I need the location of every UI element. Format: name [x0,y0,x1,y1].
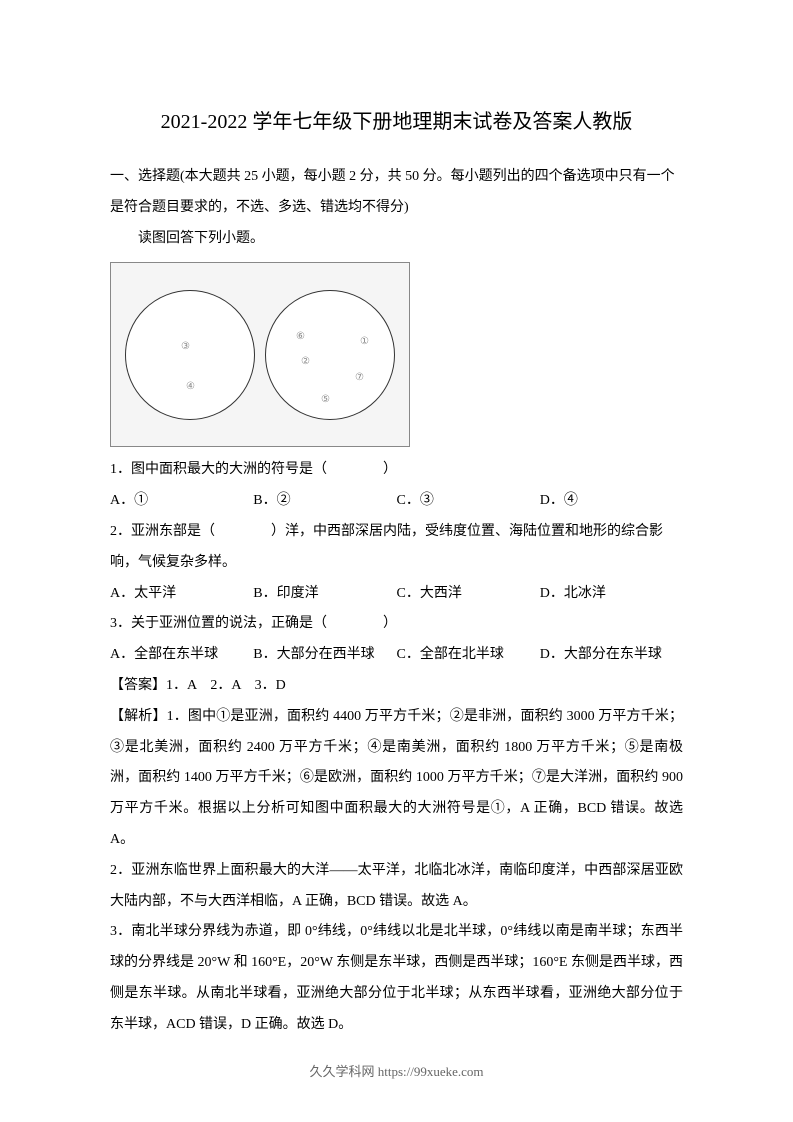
q3-option-c: C．全部在北半球 [397,640,540,671]
label-4: ④ [186,376,195,398]
q3-option-b: B．大部分在西半球 [253,640,396,671]
q3-option-d: D．大部分在东半球 [540,640,683,671]
question-2-text: 2．亚洲东部是（ ）洋，中西部深居内陆，受纬度位置、海陆位置和地形的综合影响，气… [110,517,683,579]
q3-option-a: A．全部在东半球 [110,640,253,671]
globe-west: ③ ④ [125,290,255,420]
label-7: ⑦ [355,367,364,389]
q1-option-a: A．① [110,486,253,517]
question-3-options: A．全部在东半球 B．大部分在西半球 C．全部在北半球 D．大部分在东半球 [110,640,683,671]
globe-east: ① ② ⑥ ⑦ ⑤ [265,290,395,420]
answers: 【答案】1．A 2．A 3．D [110,671,683,702]
q1-option-b: B．② [253,486,396,517]
label-2: ② [301,351,310,373]
q2-option-d: D．北冰洋 [540,579,683,610]
label-5: ⑤ [321,389,330,411]
read-instruction: 读图回答下列小题。 [110,224,683,255]
section-header: 一、选择题(本大题共 25 小题，每小题 2 分，共 50 分。每小题列出的四个… [110,162,683,224]
question-1-text: 1．图中面积最大的大洲的符号是（ ） [110,455,683,486]
q1-option-c: C．③ [397,486,540,517]
explanation-3: 3．南北半球分界线为赤道，即 0°纬线，0°纬线以北是北半球，0°纬线以南是南半… [110,917,683,1040]
label-3: ③ [181,336,190,358]
question-3-text: 3．关于亚洲位置的说法，正确是（ ） [110,609,683,640]
explanation-2: 2．亚洲东临世界上面积最大的大洋——太平洋，北临北冰洋，南临印度洋，中西部深居亚… [110,856,683,918]
q2-option-b: B．印度洋 [253,579,396,610]
q2-option-a: A．太平洋 [110,579,253,610]
explanation-1: 【解析】1．图中①是亚洲，面积约 4400 万平方千米；②是非洲，面积约 300… [110,702,683,856]
label-1: ① [360,331,369,353]
q2-option-c: C．大西洋 [397,579,540,610]
question-2-options: A．太平洋 B．印度洋 C．大西洋 D．北冰洋 [110,579,683,610]
question-1-options: A．① B．② C．③ D．④ [110,486,683,517]
map-image: ③ ④ ① ② ⑥ ⑦ ⑤ [110,262,410,447]
footer-text: 久久学科网 https://99xueke.com [0,1058,793,1087]
q1-option-d: D．④ [540,486,683,517]
label-6: ⑥ [296,326,305,348]
page-title: 2021-2022 学年七年级下册地理期末试卷及答案人教版 [110,100,683,144]
